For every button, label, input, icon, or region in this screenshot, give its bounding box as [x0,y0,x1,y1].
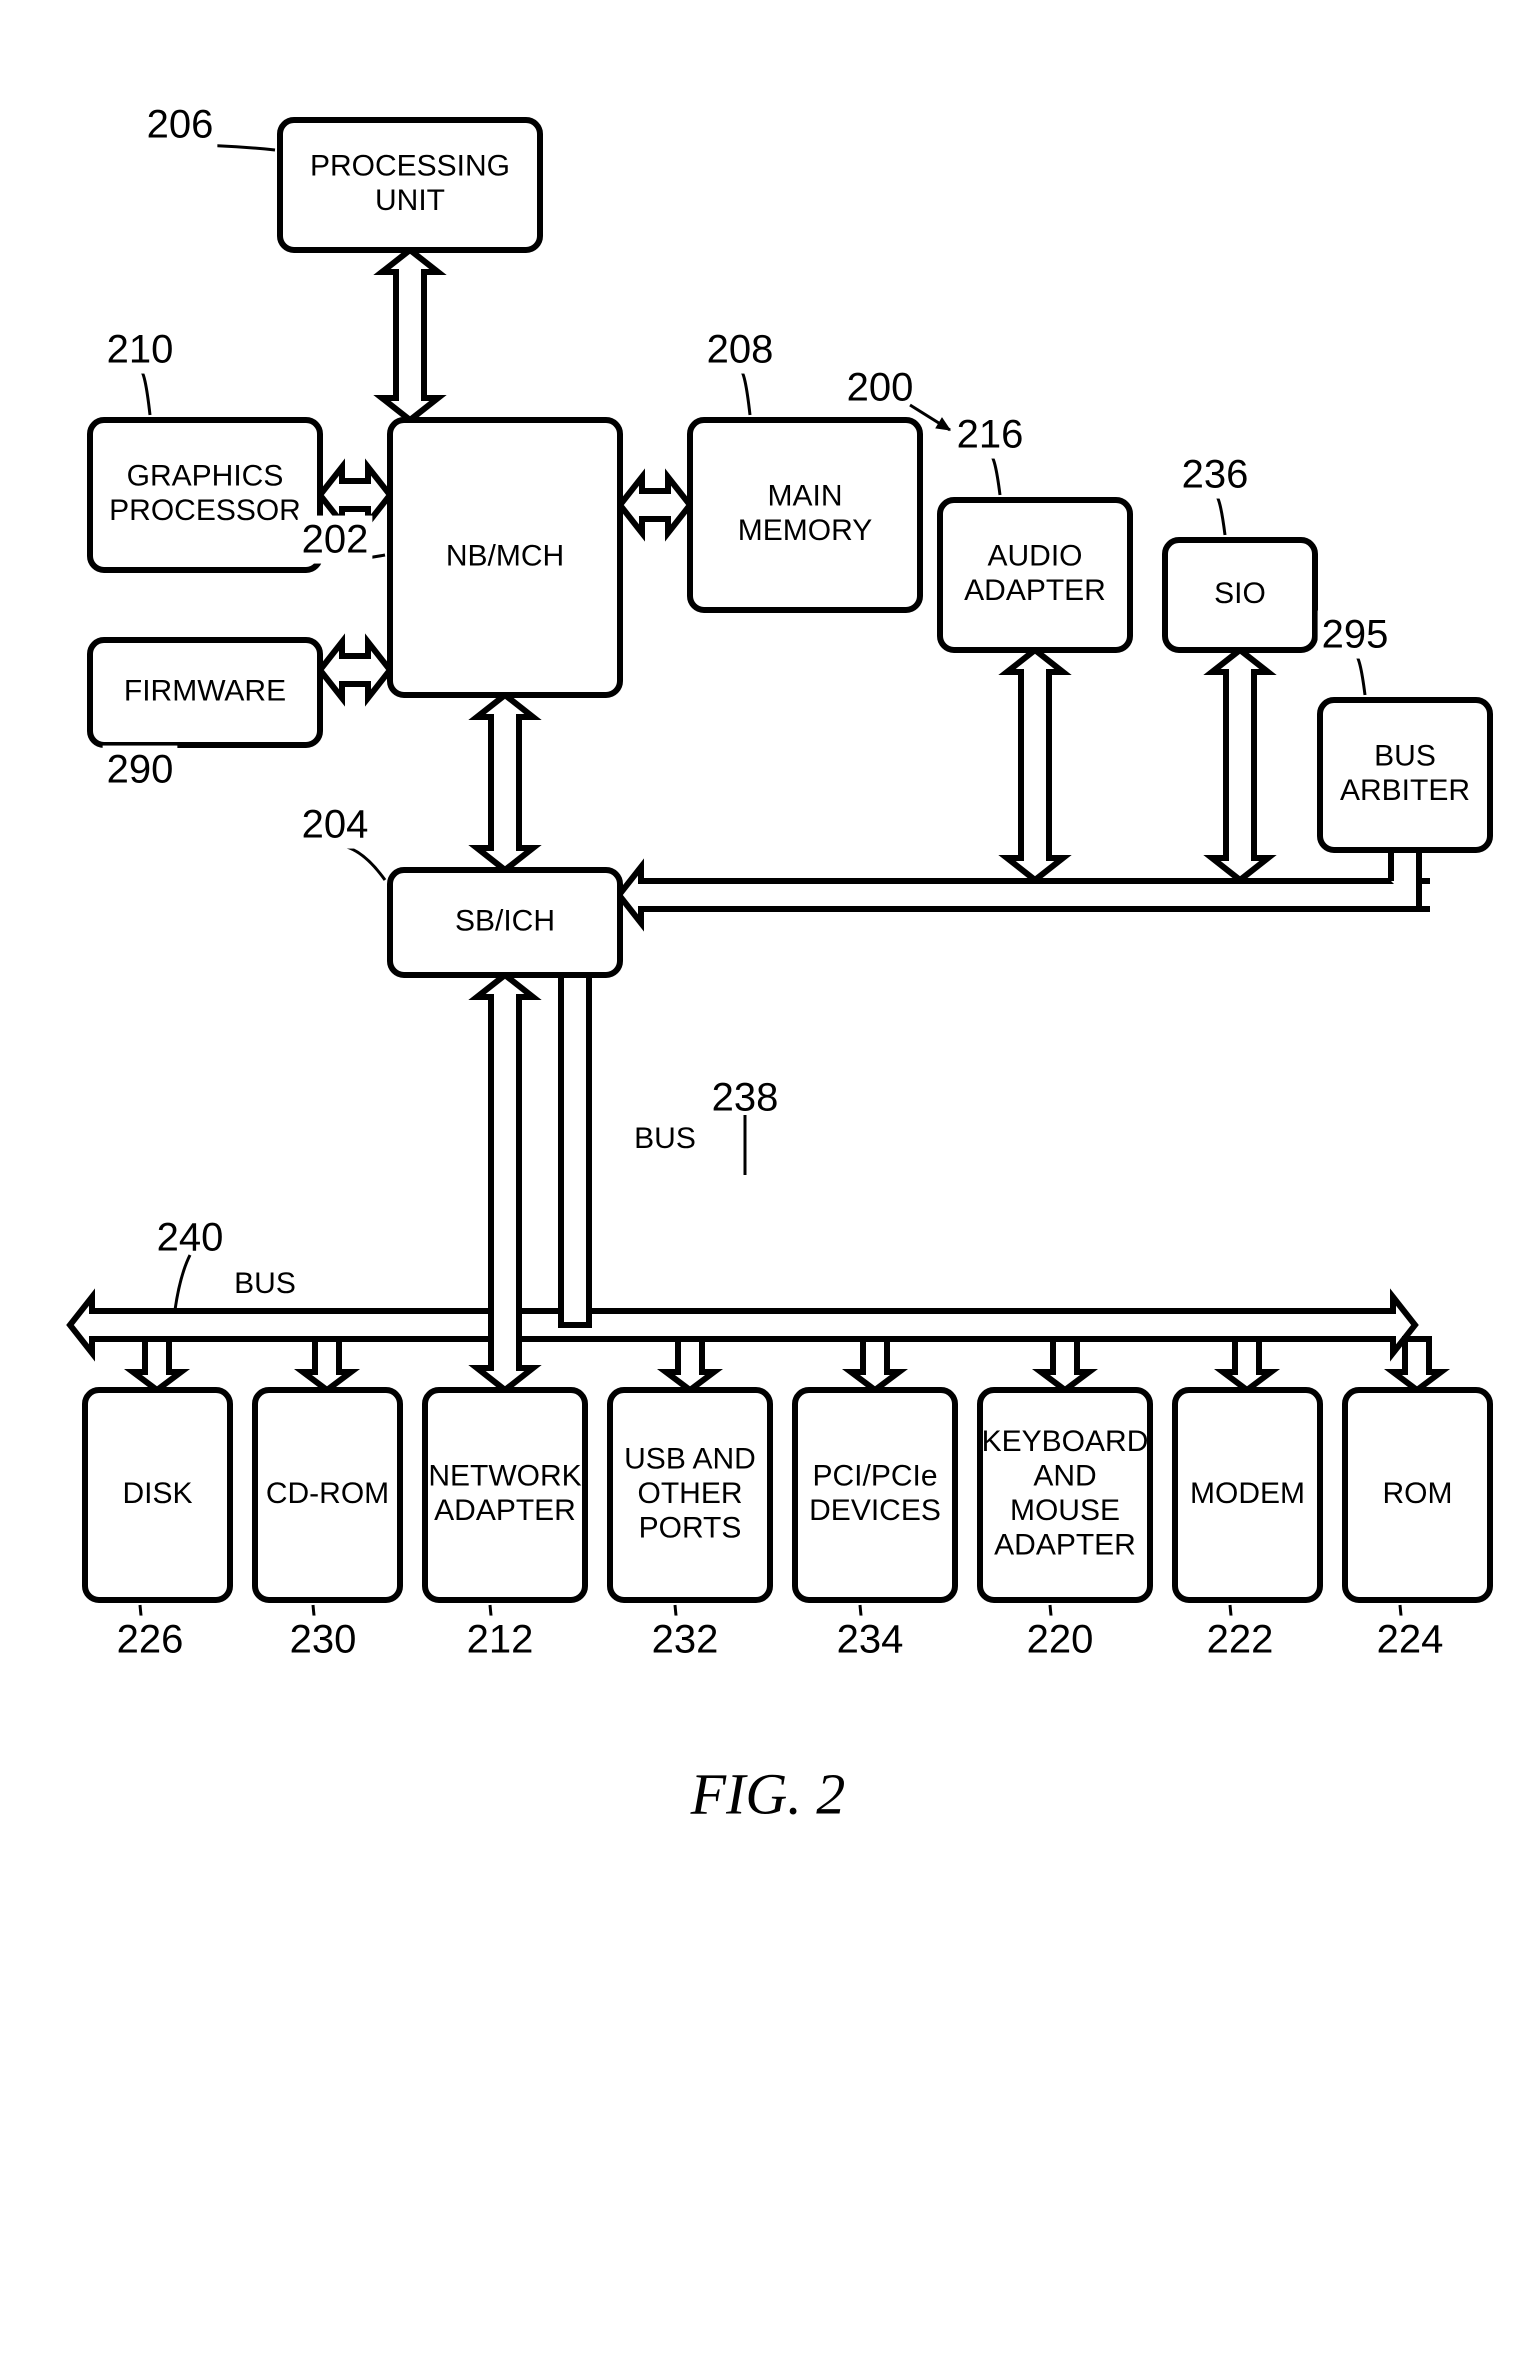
sio-leader [1215,495,1225,535]
connector-sio-bus [1212,650,1268,880]
audio-adapter-leader [990,455,1000,495]
pci-devices-label: PCI/PCIe [812,1460,937,1493]
firmware-label: FIRMWARE [124,674,286,707]
sio-ref: 236 [1182,453,1249,497]
connector-fw-nbmch [320,642,390,698]
sio-label: SIO [1214,577,1266,610]
bus-240-leader [175,1255,190,1310]
cd-rom-label: CD-ROM [266,1477,389,1510]
disk-ref: 226 [117,1618,184,1662]
keyboard-mouse-label: AND [1033,1460,1096,1493]
bus-arbiter-leader [1355,655,1365,695]
modem-ref: 222 [1207,1618,1274,1662]
connector-nbmch-mm [620,477,690,533]
processing-unit-label: PROCESSING [310,150,510,183]
system-ref-arrowhead [936,418,950,430]
audio-adapter-ref: 216 [957,413,1024,457]
rom-ref: 224 [1377,1618,1444,1662]
audio-adapter-label: ADAPTER [964,574,1106,607]
graphics-processor-ref: 210 [107,328,174,372]
disk-label: DISK [122,1477,192,1510]
bus-arbiter-ref: 295 [1322,613,1389,657]
cd-rom-ref: 230 [290,1618,357,1662]
usb-ports-label: OTHER [638,1477,743,1510]
bus-240-label: BUS [234,1267,296,1300]
network-adapter-ref: 212 [467,1618,534,1662]
figure-label: FIG. 2 [690,1761,846,1826]
bus-238-label: BUS [634,1122,696,1155]
rom-label: ROM [1383,1477,1453,1510]
sb-ich-label: SB/ICH [455,904,555,937]
graphics-processor-label: PROCESSOR [109,494,301,527]
connector-audio-bus [1007,650,1063,880]
firmware-ref: 290 [107,748,174,792]
system-diagram: PROCESSINGUNIT 206 GRAPHICSPROCESSOR 210 NB/… [0,0,1537,1900]
main-memory-ref: 208 [707,328,774,372]
modem-label: MODEM [1190,1477,1305,1510]
processing-unit-ref: 206 [147,103,214,147]
network-adapter-label: ADAPTER [434,1494,576,1527]
bus-drop [1223,1339,1271,1390]
bus-240-ref: 240 [157,1216,224,1260]
usb-ports-label: PORTS [639,1511,742,1544]
bus-drop [133,1339,181,1390]
bus-drop [1041,1339,1089,1390]
processing-unit-label: UNIT [375,184,445,217]
nb-mch-label: NB/MCH [446,539,564,572]
main-memory-label: MEMORY [738,514,872,547]
bus-arbiter-label: ARBITER [1340,774,1470,807]
bus-238-ref: 238 [712,1076,779,1120]
keyboard-mouse-ref: 220 [1027,1618,1094,1662]
connector-nbmch-sbich [477,695,533,870]
main-memory-label: MAIN [768,480,843,513]
usb-ports-label: USB AND [624,1442,756,1475]
graphics-processor-leader [140,370,150,415]
audio-adapter-label: AUDIO [987,540,1082,573]
sb-ich-leader [335,845,385,880]
usb-ports-ref: 232 [652,1618,719,1662]
main-memory-leader [740,370,750,415]
bus-drop [666,1339,714,1390]
pci-devices-ref: 234 [837,1618,904,1662]
keyboard-mouse-label: ADAPTER [994,1529,1136,1562]
bus-drop [851,1339,899,1390]
keyboard-mouse-label: KEYBOARD [982,1425,1149,1458]
connector-pu-nbmch [382,250,438,420]
bus-240-right [519,1297,1415,1353]
bus-drop [303,1339,351,1390]
bus-240-left [70,1297,491,1353]
nb-mch-ref: 202 [302,518,369,562]
network-adapter-label: NETWORK [428,1460,581,1493]
pci-devices-label: DEVICES [809,1494,941,1527]
sb-ich-ref: 204 [302,803,369,847]
system-ref: 200 [847,366,914,410]
bus-arbiter-label: BUS [1374,740,1436,773]
connector-gp-nbmch [320,467,390,523]
keyboard-mouse-label: MOUSE [1010,1494,1120,1527]
graphics-processor-label: GRAPHICS [127,460,284,493]
